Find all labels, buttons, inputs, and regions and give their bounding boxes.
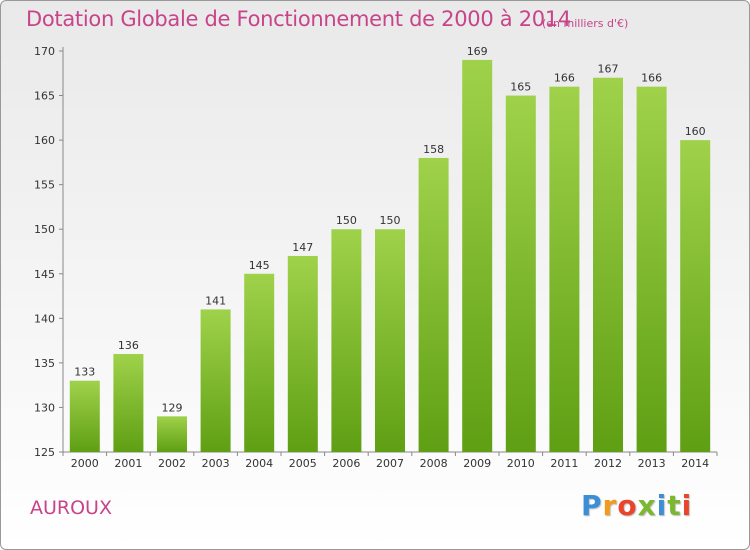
bar <box>331 229 362 452</box>
data-label: 129 <box>162 401 183 414</box>
y-tick-label: 150 <box>34 223 55 236</box>
data-label: 136 <box>118 339 139 352</box>
data-label: 150 <box>336 214 357 227</box>
bar <box>244 273 275 452</box>
y-tick-label: 155 <box>34 179 55 192</box>
data-label: 147 <box>292 241 313 254</box>
x-tick-label: 2009 <box>463 457 491 470</box>
x-tick-label: 2002 <box>158 457 186 470</box>
data-label: 165 <box>510 81 531 94</box>
logo-letter: P <box>581 489 603 522</box>
data-label: 141 <box>205 294 226 307</box>
bar <box>69 380 100 452</box>
proxiti-logo: Proxiti <box>581 489 692 522</box>
bar <box>157 416 187 452</box>
x-tick-label: 2001 <box>114 457 142 470</box>
data-label: 145 <box>249 259 270 272</box>
bar <box>418 157 449 452</box>
y-tick-label: 135 <box>34 357 55 370</box>
data-label: 166 <box>641 72 662 85</box>
bar <box>505 95 536 453</box>
data-label: 169 <box>467 45 488 58</box>
x-tick-label: 2004 <box>245 457 273 470</box>
x-tick-label: 2000 <box>71 457 99 470</box>
data-label: 160 <box>685 125 706 138</box>
bar <box>200 309 231 452</box>
y-tick-label: 130 <box>34 401 55 414</box>
data-label: 167 <box>598 63 619 76</box>
data-label: 158 <box>423 143 444 156</box>
x-tick-label: 2013 <box>638 457 666 470</box>
y-tick-label: 140 <box>34 312 55 325</box>
bar <box>113 353 144 452</box>
x-tick-label: 2007 <box>376 457 404 470</box>
x-tick-label: 2014 <box>681 457 709 470</box>
x-tick-label: 2003 <box>202 457 230 470</box>
bar <box>593 77 623 452</box>
bar <box>287 255 318 452</box>
logo-letter: r <box>602 489 618 522</box>
unit-note: (en milliers d'€) <box>542 17 629 30</box>
x-tick-label: 2010 <box>507 457 535 470</box>
x-tick-label: 2005 <box>289 457 317 470</box>
logo-letter: x <box>637 489 657 522</box>
bar <box>636 86 667 453</box>
data-label: 133 <box>74 366 95 379</box>
y-tick-label: 160 <box>34 134 55 147</box>
x-tick-label: 2011 <box>550 457 578 470</box>
x-tick-label: 2006 <box>332 457 360 470</box>
bar <box>549 86 580 453</box>
data-label: 166 <box>554 72 575 85</box>
y-tick-label: 125 <box>34 446 55 459</box>
logo-letter: o <box>617 489 638 522</box>
bar <box>462 59 493 453</box>
bar <box>375 229 405 452</box>
chart-title: Dotation Globale de Fonctionnement de 20… <box>26 7 571 31</box>
logo-letter: i <box>681 489 693 522</box>
data-label: 150 <box>380 214 401 227</box>
y-tick-label: 165 <box>34 90 55 103</box>
commune-name: AUROUX <box>30 497 112 519</box>
x-tick-label: 2012 <box>594 457 622 470</box>
y-tick-label: 145 <box>34 268 55 281</box>
y-tick-label: 170 <box>34 45 55 58</box>
bar <box>680 140 711 452</box>
logo-letter: i <box>656 489 668 522</box>
x-tick-label: 2008 <box>420 457 448 470</box>
logo-letter: t <box>667 489 682 522</box>
